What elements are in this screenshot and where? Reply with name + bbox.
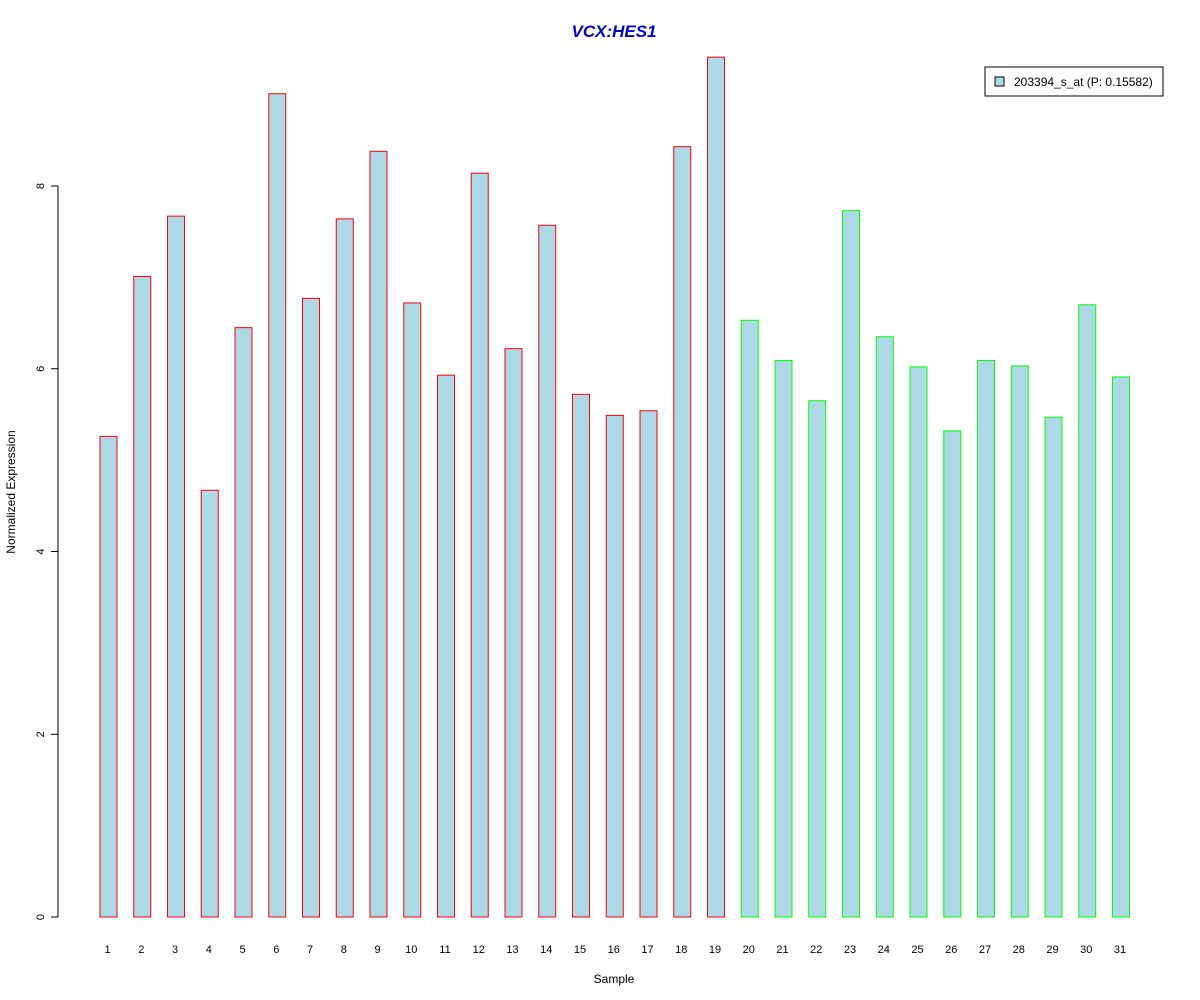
x-axis-tick-labels: 1 2 3 4 5 6 7 8 9 10 11 12 13 14 15 16 17 18 19 20 21 22 23 24 2… — [104, 944, 1126, 956]
chart-title: VCX:HES1 — [571, 22, 656, 41]
bar-sample-23 — [842, 210, 860, 918]
bar-sample-3 — [167, 215, 185, 918]
x-tick-label: 20 — [743, 944, 755, 956]
x-tick-label: 21 — [776, 944, 788, 956]
x-tick-label: 7 — [307, 944, 313, 956]
legend-entry-label: 203394_s_at (P: 0.15582) — [1014, 75, 1153, 89]
legend-box — [984, 66, 1164, 97]
x-tick-label: 27 — [979, 944, 991, 956]
legend-swatch — [994, 76, 1005, 87]
x-tick-label: 10 — [405, 944, 417, 956]
bar-sample-20 — [740, 319, 759, 918]
x-tick-label: 12 — [473, 944, 485, 956]
x-tick-label: 19 — [709, 944, 721, 956]
bar-sample-29 — [1044, 416, 1063, 918]
bar-sample-16 — [605, 414, 624, 918]
x-tick-label: 4 — [206, 944, 212, 956]
x-tick-label: 24 — [878, 944, 890, 956]
x-tick-label: 1 — [104, 944, 110, 956]
bar-sample-15 — [572, 393, 590, 918]
bar-sample-7 — [302, 297, 320, 918]
bar-sample-11 — [437, 374, 455, 918]
bar-sample-25 — [909, 366, 928, 918]
bar-sample-12 — [470, 172, 489, 918]
bar-sample-30 — [1078, 304, 1097, 918]
bar-sample-26 — [943, 430, 962, 918]
bar-sample-4 — [200, 489, 219, 918]
y-tick-label: 2 — [35, 731, 47, 737]
x-tick-label: 11 — [439, 944, 450, 956]
y-tick-label: 6 — [35, 366, 47, 372]
x-tick-label: 8 — [341, 944, 347, 956]
bar-sample-31 — [1112, 376, 1130, 918]
x-axis-label: Sample — [594, 972, 635, 986]
bar-sample-9 — [369, 150, 388, 918]
x-tick-label: 25 — [911, 944, 923, 956]
x-tick-label: 23 — [844, 944, 856, 956]
bar-sample-14 — [538, 224, 557, 918]
bar-sample-24 — [875, 336, 894, 918]
bar-sample-13 — [504, 348, 523, 918]
x-tick-label: 13 — [506, 944, 518, 956]
x-tick-label: 22 — [810, 944, 822, 956]
bar-sample-22 — [808, 400, 827, 918]
y-tick-label: 0 — [35, 914, 47, 920]
x-tick-label: 6 — [273, 944, 279, 956]
x-tick-label: 14 — [540, 944, 552, 956]
bar-sample-21 — [774, 360, 793, 918]
x-tick-label: 30 — [1080, 944, 1092, 956]
x-tick-label: 2 — [138, 944, 144, 956]
y-tick-label: 4 — [35, 548, 47, 554]
y-tick-label: 8 — [35, 183, 47, 189]
bar-sample-2 — [133, 275, 152, 918]
legend: 203394_s_at (P: 0.15582) — [984, 66, 1164, 97]
bar-sample-8 — [335, 218, 354, 918]
bar-sample-6 — [268, 93, 287, 918]
x-tick-label: 31 — [1114, 944, 1126, 956]
bar-sample-17 — [639, 410, 658, 918]
x-tick-label: 26 — [945, 944, 957, 956]
bar-sample-18 — [673, 146, 692, 918]
bar-sample-19 — [707, 56, 725, 918]
bars — [99, 56, 1130, 918]
y-axis: 0 2 4 6 8 — [35, 183, 59, 920]
y-axis-label: Normalized Expression — [4, 430, 18, 553]
x-tick-label: 9 — [374, 944, 380, 956]
x-tick-label: 29 — [1046, 944, 1058, 956]
x-tick-label: 5 — [239, 944, 245, 956]
x-tick-label: 18 — [675, 944, 687, 956]
x-tick-label: 3 — [172, 944, 178, 956]
x-tick-label: 15 — [574, 944, 586, 956]
x-tick-label: 16 — [608, 944, 620, 956]
bar-sample-10 — [403, 302, 422, 918]
bar-sample-27 — [977, 360, 995, 918]
x-tick-label: 17 — [641, 944, 653, 956]
bar-sample-5 — [234, 327, 253, 918]
x-tick-label: 28 — [1013, 944, 1025, 956]
bar-sample-28 — [1010, 365, 1029, 918]
bar-sample-1 — [99, 435, 118, 918]
